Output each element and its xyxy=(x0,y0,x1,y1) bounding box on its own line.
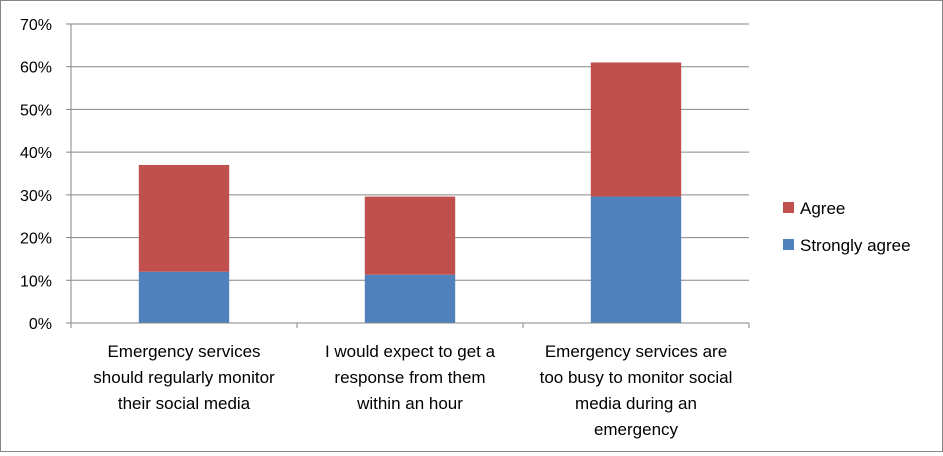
bar-segment xyxy=(364,274,456,323)
bar-segment xyxy=(138,164,230,272)
bars xyxy=(138,62,682,323)
y-tick-labels: 0% 10% 20% 30% 40% 50% 60% 70% xyxy=(20,17,52,333)
legend-swatch xyxy=(783,239,794,250)
bar-segment xyxy=(590,62,682,197)
y-tick-label: 30% xyxy=(20,188,52,205)
y-tick-label: 40% xyxy=(20,145,52,162)
legend-swatch xyxy=(783,202,794,213)
axes xyxy=(66,23,750,328)
x-category-label: Emergency services should regularly monit… xyxy=(93,342,275,413)
y-tick-label: 20% xyxy=(20,231,52,248)
y-tick-label: 10% xyxy=(20,273,52,290)
y-tick-label: 50% xyxy=(20,102,52,119)
bar-segment xyxy=(590,196,682,323)
legend-label: Strongly agree xyxy=(800,236,911,255)
legend-label: Agree xyxy=(800,199,845,218)
legend: Agree Strongly agree xyxy=(783,199,911,255)
y-tick-label: 70% xyxy=(20,17,52,34)
y-tick-label: 60% xyxy=(20,60,52,77)
y-tick-label: 0% xyxy=(29,316,52,333)
x-category-labels: Emergency services should regularly monit… xyxy=(93,342,732,439)
x-category-label: Emergency services are too busy to monito… xyxy=(540,342,733,439)
bar-segment xyxy=(364,196,456,275)
bar-segment xyxy=(138,271,230,323)
x-category-label: I would expect to get a response from the… xyxy=(325,342,496,413)
